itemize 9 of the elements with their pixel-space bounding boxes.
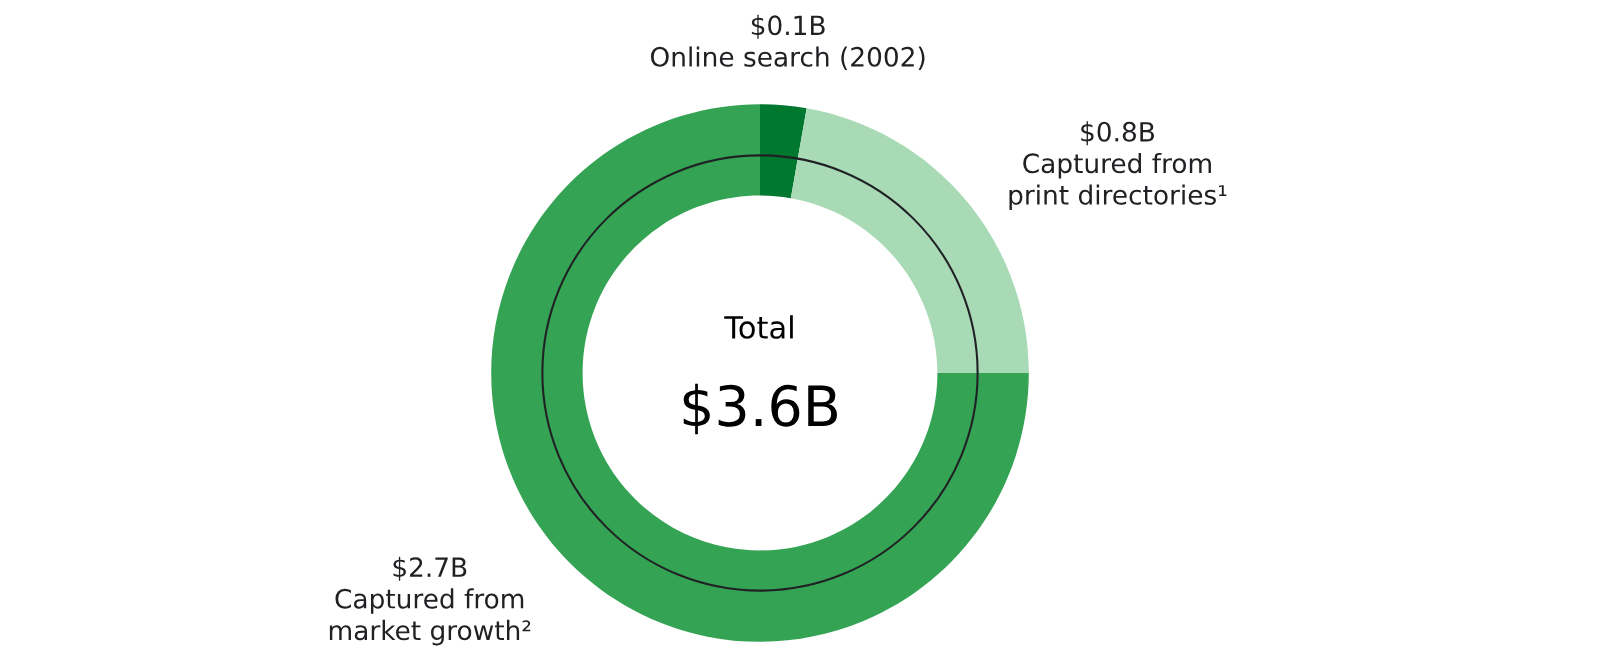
- donut-slice: [760, 104, 807, 199]
- slice-label: Online search (2002): [650, 46, 925, 70]
- text: $3.6B: [683, 383, 837, 435]
- data-label: $2.7B: [393, 556, 467, 581]
- text: Total: [724, 315, 793, 339]
- data-label: $0.8B: [1081, 121, 1155, 146]
- data-label: $0.1B: [751, 14, 825, 39]
- slice-label: Captured from market growth²: [329, 588, 531, 646]
- slice-label: Captured from print directories¹: [1009, 152, 1227, 210]
